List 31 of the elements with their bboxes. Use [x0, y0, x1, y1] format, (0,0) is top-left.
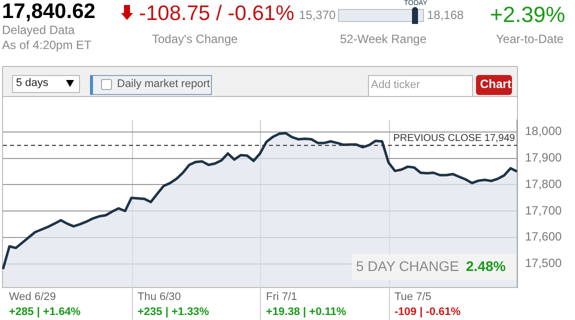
text: Delayed Data	[2, 23, 75, 37]
text: +235 | +1.33%	[138, 306, 210, 318]
text: +19.38 | +0.11%	[266, 306, 346, 318]
annotation: 5 DAY CHANGE	[356, 258, 459, 274]
y-tick-label: 17,800	[525, 176, 562, 191]
text: 52-Week Range	[340, 32, 426, 46]
y-tick-label: 17,900	[525, 150, 562, 165]
text: 17,840.62	[2, 0, 96, 24]
text: Wed 6/29	[9, 291, 56, 303]
ref-line-label: PREVIOUS CLOSE 17,949	[393, 133, 516, 144]
text: Daily market report	[117, 78, 210, 90]
y-tick-label: 17,600	[525, 230, 562, 244]
text: As of 4:20pm ET	[2, 38, 92, 52]
y-tick-label: 17,700	[525, 203, 562, 218]
text: 15,370	[299, 8, 336, 22]
text: Chart	[480, 77, 512, 91]
text: Year-to-Date	[496, 32, 564, 46]
text: Tue 7/5	[394, 291, 432, 303]
y-tick-label: 17,500	[525, 256, 562, 270]
text: +2.39%	[490, 2, 566, 28]
annotation: 2.48%	[466, 258, 506, 274]
text: Thu 6/30	[138, 291, 181, 303]
text: +285 | +1.64%	[9, 306, 81, 318]
text: Fri 7/1	[266, 291, 298, 303]
text: 5 days	[16, 77, 48, 89]
y-tick-label: 18,000	[525, 124, 562, 138]
text: -109 | -0.61%	[394, 306, 461, 318]
text: -108.75 / -0.61%	[139, 2, 294, 26]
text: 18,168	[427, 8, 464, 22]
text: Add ticker	[371, 79, 420, 91]
text: Today's Change	[152, 32, 238, 46]
